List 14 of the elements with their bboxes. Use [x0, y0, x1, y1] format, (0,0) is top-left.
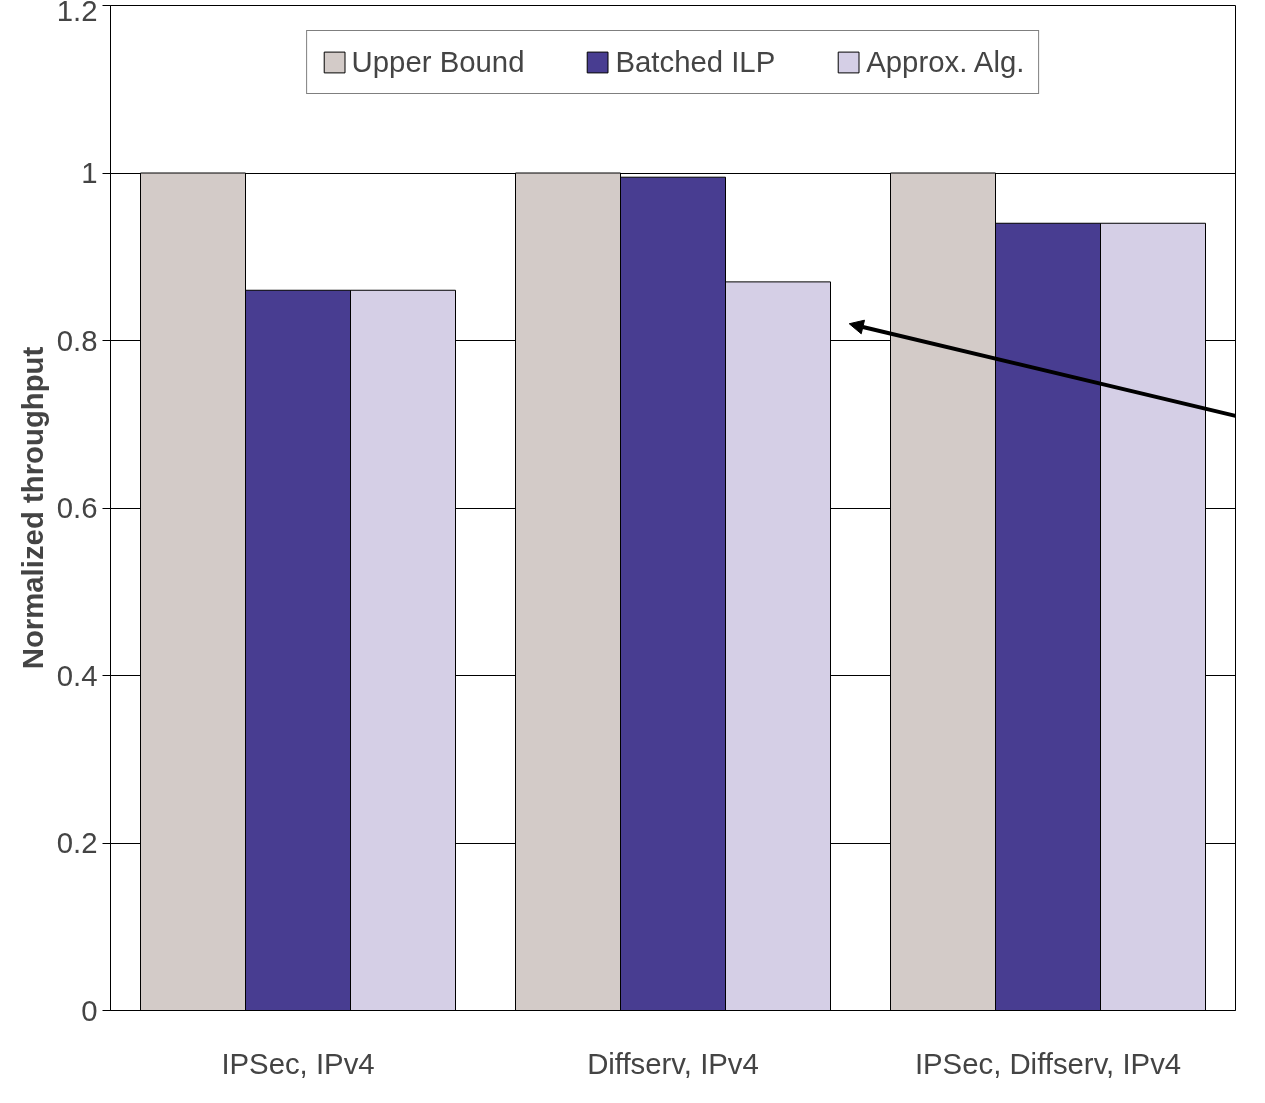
y-tick-label: 0.2 [56, 826, 98, 859]
x-tick-label: IPSec, Diffserv, IPv4 [914, 1046, 1182, 1080]
y-tick-label: 0.8 [56, 323, 98, 357]
legend-label: Approx. Alg. [866, 45, 1025, 79]
y-axis-title: Normalized throughput [15, 346, 49, 670]
legend-label: Batched ILP [615, 45, 776, 79]
y-tick-label: 1 [81, 156, 98, 189]
x-tick-label: IPSec, IPv4 [221, 1046, 375, 1080]
x-tick-label: Diffserv, IPv4 [587, 1046, 759, 1080]
y-tick-label: 0.4 [56, 658, 98, 692]
y-tick-label: 1.2 [56, 0, 98, 27]
legend-label: Upper Bound [351, 45, 525, 79]
y-tick-label: 0.6 [56, 491, 98, 524]
y-tick-label: 0 [81, 993, 98, 1027]
